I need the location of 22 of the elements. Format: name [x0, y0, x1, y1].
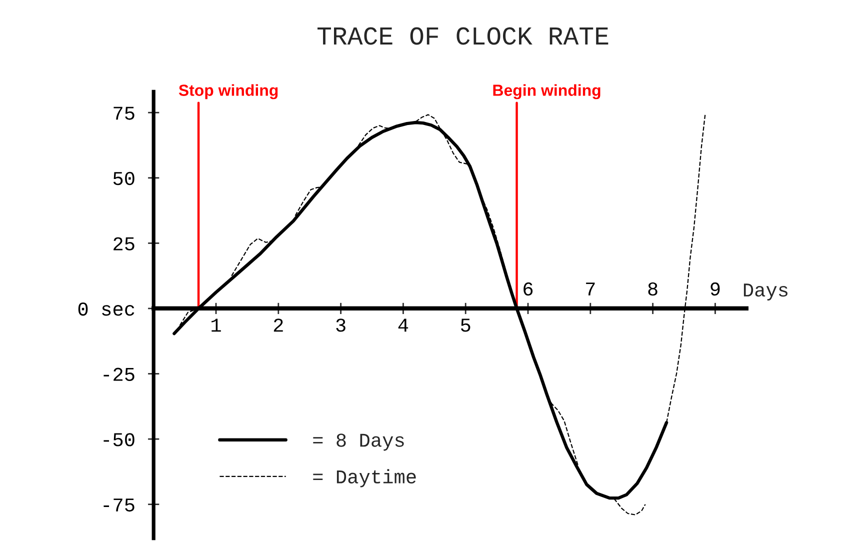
y-tick-label: -50: [104, 433, 134, 446]
x-tick-label: 5: [460, 318, 470, 332]
x-axis-title: Days: [744, 284, 788, 300]
x-tick-label: 2: [274, 318, 283, 332]
x2-tick-label: 7: [586, 282, 595, 296]
y-tick-label: 0 sec: [78, 302, 134, 316]
chart-title: TRACE OF CLOCK RATE: [318, 27, 608, 45]
y-tick-label: 50: [113, 172, 134, 186]
y-tick-label: -25: [104, 368, 134, 381]
legend-label: = 8 Days: [313, 434, 404, 451]
x2-tick-label: 6: [524, 282, 533, 296]
x-tick-label: 1: [212, 318, 221, 332]
x-tick-label: 4: [398, 318, 408, 332]
ref-line-label: Stop winding: [178, 84, 278, 100]
ref-line-label: Begin winding: [493, 84, 600, 100]
x2-tick-label: 8: [648, 282, 658, 296]
y-tick-label: 25: [114, 237, 134, 250]
x-tick-label: 3: [336, 318, 346, 332]
y-tick-label: 75: [114, 106, 134, 120]
legend-label: = Daytime: [313, 469, 416, 488]
x2-tick-label: 9: [710, 282, 720, 296]
y-tick-label: -75: [104, 498, 134, 512]
